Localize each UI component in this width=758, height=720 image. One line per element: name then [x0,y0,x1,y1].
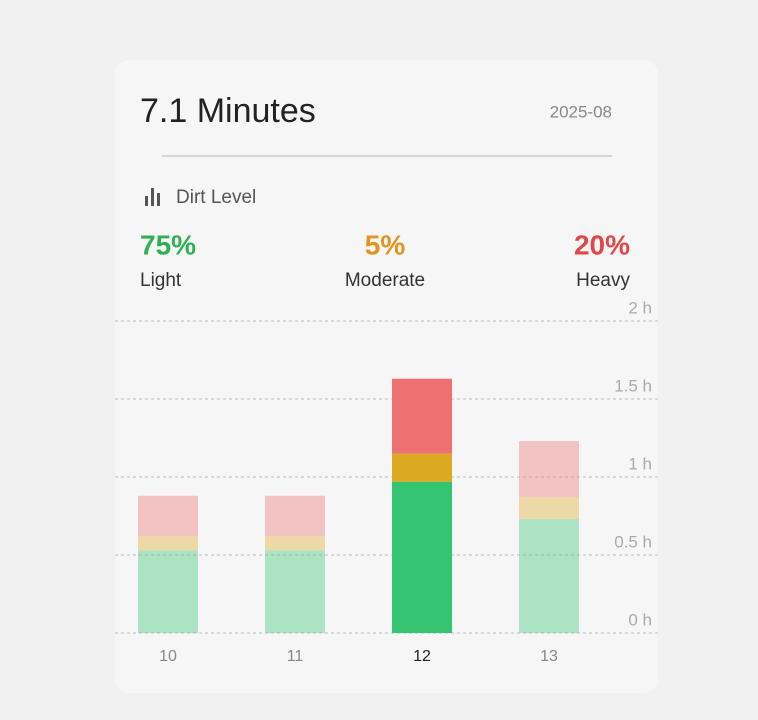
x-tick-label: 12 [413,648,431,665]
y-tick-label: 1.5 h [614,376,652,395]
bar-segment [138,550,198,633]
stat-value: 5% [365,229,406,260]
section-title: Dirt Level [176,187,256,208]
y-tick-label: 1 h [628,454,652,473]
date[interactable]: 2025-08 [550,102,612,121]
bar-segment [265,536,325,551]
card [115,60,658,693]
stat-label: Moderate [345,270,425,291]
bar-segment [392,481,452,633]
bar-segment [519,441,579,498]
bar-segment [138,536,198,551]
title: 7.1 Minutes [140,92,316,130]
bar-segment [138,495,198,537]
bar-segment [392,453,452,482]
bar-segment [265,495,325,537]
bar-segment [519,497,579,520]
chart-icon [145,188,160,206]
x-tick-label: 13 [540,648,558,665]
bar-segment [519,519,579,633]
stat-value: 75% [140,229,196,260]
stat-value: 20% [574,229,630,260]
x-tick-label: 10 [159,648,177,665]
y-tick-label: 2 h [628,298,652,317]
stat-label: Light [140,270,182,291]
stat-label: Heavy [576,270,630,291]
bar-segment [392,378,452,454]
bar-segment [265,550,325,633]
y-tick-label: 0 h [628,610,652,629]
x-tick-label: 11 [287,648,304,665]
y-tick-label: 0.5 h [614,532,652,551]
